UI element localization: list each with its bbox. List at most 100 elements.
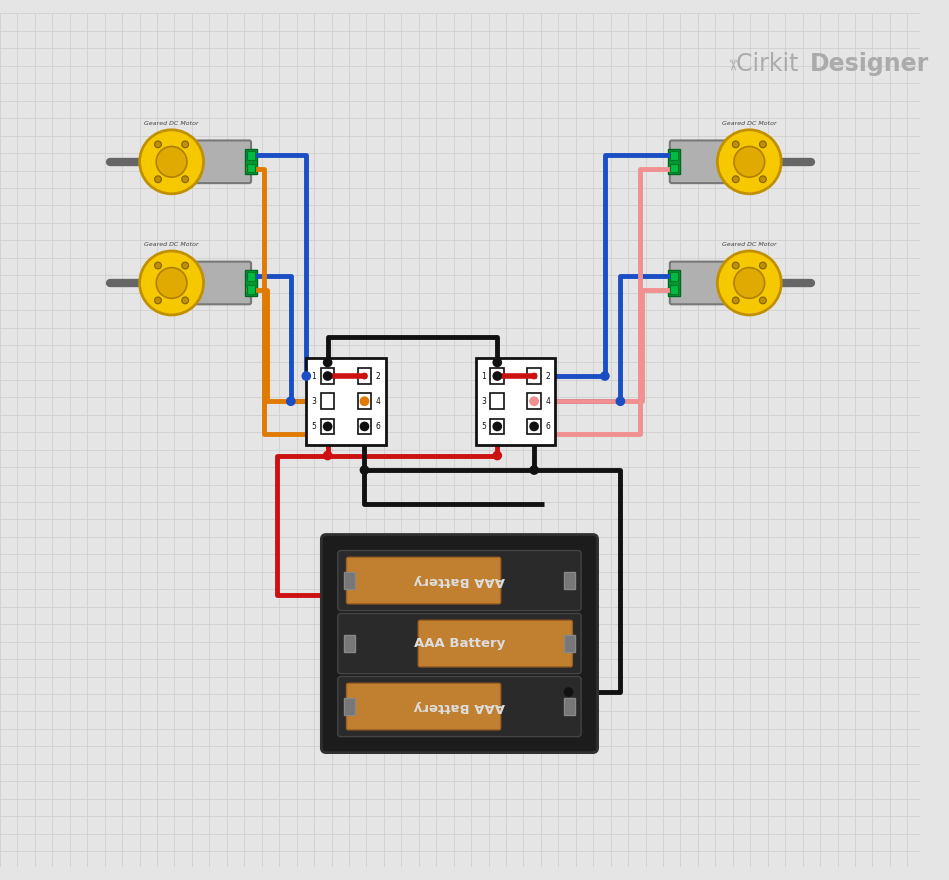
Text: 6: 6 xyxy=(546,422,550,431)
Text: Designer: Designer xyxy=(809,52,929,76)
Text: AAA Battery: AAA Battery xyxy=(414,700,505,713)
FancyBboxPatch shape xyxy=(476,357,555,445)
Circle shape xyxy=(182,141,189,148)
Circle shape xyxy=(323,422,332,431)
Text: 2: 2 xyxy=(376,371,381,380)
Bar xyxy=(358,393,371,409)
FancyBboxPatch shape xyxy=(338,677,581,737)
Circle shape xyxy=(286,396,296,406)
Text: 2: 2 xyxy=(546,371,550,380)
Text: 4: 4 xyxy=(546,397,550,406)
Text: 1: 1 xyxy=(481,371,486,380)
FancyBboxPatch shape xyxy=(338,613,581,673)
Circle shape xyxy=(734,146,765,177)
Circle shape xyxy=(733,176,739,183)
Circle shape xyxy=(717,251,781,315)
Circle shape xyxy=(302,371,311,381)
Circle shape xyxy=(530,396,539,406)
Bar xyxy=(564,572,575,590)
Circle shape xyxy=(155,176,161,183)
Circle shape xyxy=(733,262,739,269)
Bar xyxy=(247,164,255,172)
Bar xyxy=(247,151,255,160)
Circle shape xyxy=(182,176,189,183)
Circle shape xyxy=(360,397,369,406)
FancyBboxPatch shape xyxy=(419,620,572,667)
FancyBboxPatch shape xyxy=(187,141,251,183)
Bar xyxy=(491,368,504,384)
FancyBboxPatch shape xyxy=(187,261,251,304)
Bar xyxy=(321,393,334,409)
Text: Cirkit: Cirkit xyxy=(736,52,807,76)
Bar xyxy=(344,698,355,715)
Circle shape xyxy=(564,687,573,697)
Circle shape xyxy=(323,357,332,367)
Circle shape xyxy=(600,371,609,381)
Circle shape xyxy=(182,262,189,269)
Bar xyxy=(247,285,255,294)
Circle shape xyxy=(493,451,502,460)
Bar xyxy=(358,419,371,434)
Circle shape xyxy=(493,357,502,367)
Text: Geared DC Motor: Geared DC Motor xyxy=(722,121,776,126)
Circle shape xyxy=(325,372,331,379)
Circle shape xyxy=(155,262,161,269)
FancyBboxPatch shape xyxy=(346,557,501,604)
Text: Geared DC Motor: Geared DC Motor xyxy=(144,242,199,247)
FancyBboxPatch shape xyxy=(245,150,257,174)
Circle shape xyxy=(360,422,369,431)
Bar xyxy=(344,634,355,652)
Circle shape xyxy=(733,297,739,304)
Circle shape xyxy=(140,130,204,194)
Circle shape xyxy=(361,372,368,379)
Circle shape xyxy=(759,297,766,304)
Circle shape xyxy=(493,422,502,431)
Circle shape xyxy=(734,268,765,298)
Circle shape xyxy=(530,397,538,406)
Bar xyxy=(321,419,334,434)
Circle shape xyxy=(140,251,204,315)
Circle shape xyxy=(733,141,739,148)
Bar xyxy=(247,272,255,281)
Text: 1: 1 xyxy=(311,371,316,380)
Bar xyxy=(670,164,678,172)
Circle shape xyxy=(323,451,332,460)
Circle shape xyxy=(323,371,332,381)
Circle shape xyxy=(155,297,161,304)
FancyBboxPatch shape xyxy=(307,357,386,445)
Circle shape xyxy=(157,146,187,177)
Text: 3: 3 xyxy=(481,397,486,406)
FancyBboxPatch shape xyxy=(670,141,734,183)
Circle shape xyxy=(530,372,537,379)
Circle shape xyxy=(759,141,766,148)
Circle shape xyxy=(157,268,187,298)
Text: 5: 5 xyxy=(481,422,486,431)
Text: 4: 4 xyxy=(376,397,381,406)
Circle shape xyxy=(759,262,766,269)
Bar xyxy=(491,419,504,434)
Bar xyxy=(528,393,541,409)
FancyBboxPatch shape xyxy=(670,261,734,304)
Bar xyxy=(670,151,678,160)
Circle shape xyxy=(493,371,502,381)
FancyBboxPatch shape xyxy=(668,150,679,174)
Circle shape xyxy=(530,422,539,431)
Circle shape xyxy=(182,297,189,304)
Circle shape xyxy=(530,466,539,475)
Circle shape xyxy=(360,396,369,406)
FancyBboxPatch shape xyxy=(338,551,581,611)
Text: ✂: ✂ xyxy=(723,57,738,70)
Bar xyxy=(528,368,541,384)
Bar xyxy=(670,285,678,294)
Text: 3: 3 xyxy=(311,397,317,406)
Circle shape xyxy=(493,372,501,379)
Bar xyxy=(321,368,334,384)
Circle shape xyxy=(759,176,766,183)
Bar xyxy=(528,419,541,434)
FancyBboxPatch shape xyxy=(668,270,679,296)
Text: Geared DC Motor: Geared DC Motor xyxy=(722,242,776,247)
Circle shape xyxy=(717,130,781,194)
Bar xyxy=(344,572,355,590)
Bar xyxy=(564,634,575,652)
Text: 5: 5 xyxy=(311,422,317,431)
